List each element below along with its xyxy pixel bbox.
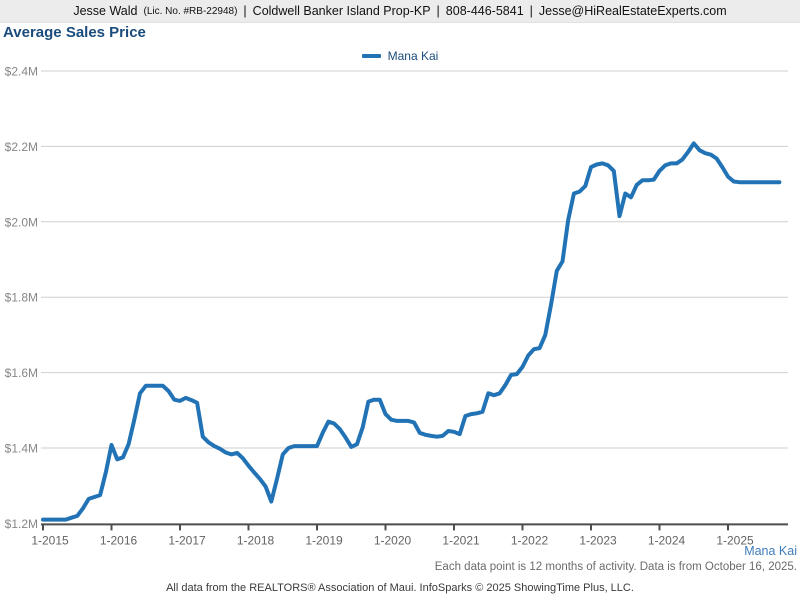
legend-line-swatch-icon — [361, 54, 381, 58]
y-axis-tick-label: $2.2M — [5, 140, 38, 154]
y-axis-tick-label: $2.4M — [5, 65, 38, 79]
y-axis-tick-label: $2.0M — [5, 215, 38, 229]
agent-phone: 808-446-5841 — [445, 4, 524, 18]
page-title: Average Sales Price — [3, 24, 146, 41]
brokerage-name: Coldwell Banker Island Prop-KP — [252, 4, 431, 18]
x-axis-tick-label: 1-2024 — [648, 533, 686, 547]
x-axis-tick-label: 1-2015 — [31, 533, 69, 547]
agent-header-bar: Jesse Wald (Lic. No. #RB-22948) | Coldwell … — [0, 0, 800, 23]
agent-name: Jesse Wald — [73, 4, 138, 18]
legend-item-mana-kai[interactable]: Mana Kai — [361, 49, 439, 63]
x-axis-tick-label: 1-2025 — [716, 533, 754, 547]
y-axis-tick-label: $1.6M — [5, 366, 38, 380]
separator: | — [529, 4, 533, 18]
y-axis-tick-label: $1.2M — [5, 517, 38, 531]
x-axis-tick-label: 1-2016 — [100, 533, 138, 547]
x-axis-tick-label: 1-2020 — [374, 533, 412, 547]
x-axis-tick-label: 1-2018 — [237, 533, 275, 547]
attribution-footer: All data from the REALTORS® Association … — [166, 582, 634, 594]
series-label-bottom-right: Mana Kai — [744, 544, 797, 558]
x-axis-tick-label: 1-2019 — [305, 533, 343, 547]
separator: | — [436, 4, 440, 18]
data-note: Each data point is 12 months of activity… — [434, 561, 797, 573]
y-axis-tick-label: $1.8M — [5, 291, 38, 305]
agent-license: (Lic. No. #RB-22948) — [143, 5, 238, 17]
x-axis-tick-label: 1-2017 — [168, 533, 206, 547]
y-axis-tick-label: $1.4M — [5, 442, 38, 456]
separator: | — [243, 4, 247, 18]
x-axis-tick-label: 1-2023 — [579, 533, 617, 547]
agent-email: Jesse@HiRealEstateExperts.com — [538, 4, 727, 18]
x-axis-tick-label: 1-2021 — [442, 533, 480, 547]
chart-legend: Mana Kai — [0, 48, 800, 64]
legend-label: Mana Kai — [387, 49, 439, 63]
x-axis-tick-label: 1-2022 — [511, 533, 549, 547]
series-line-mana-kai — [41, 141, 782, 522]
